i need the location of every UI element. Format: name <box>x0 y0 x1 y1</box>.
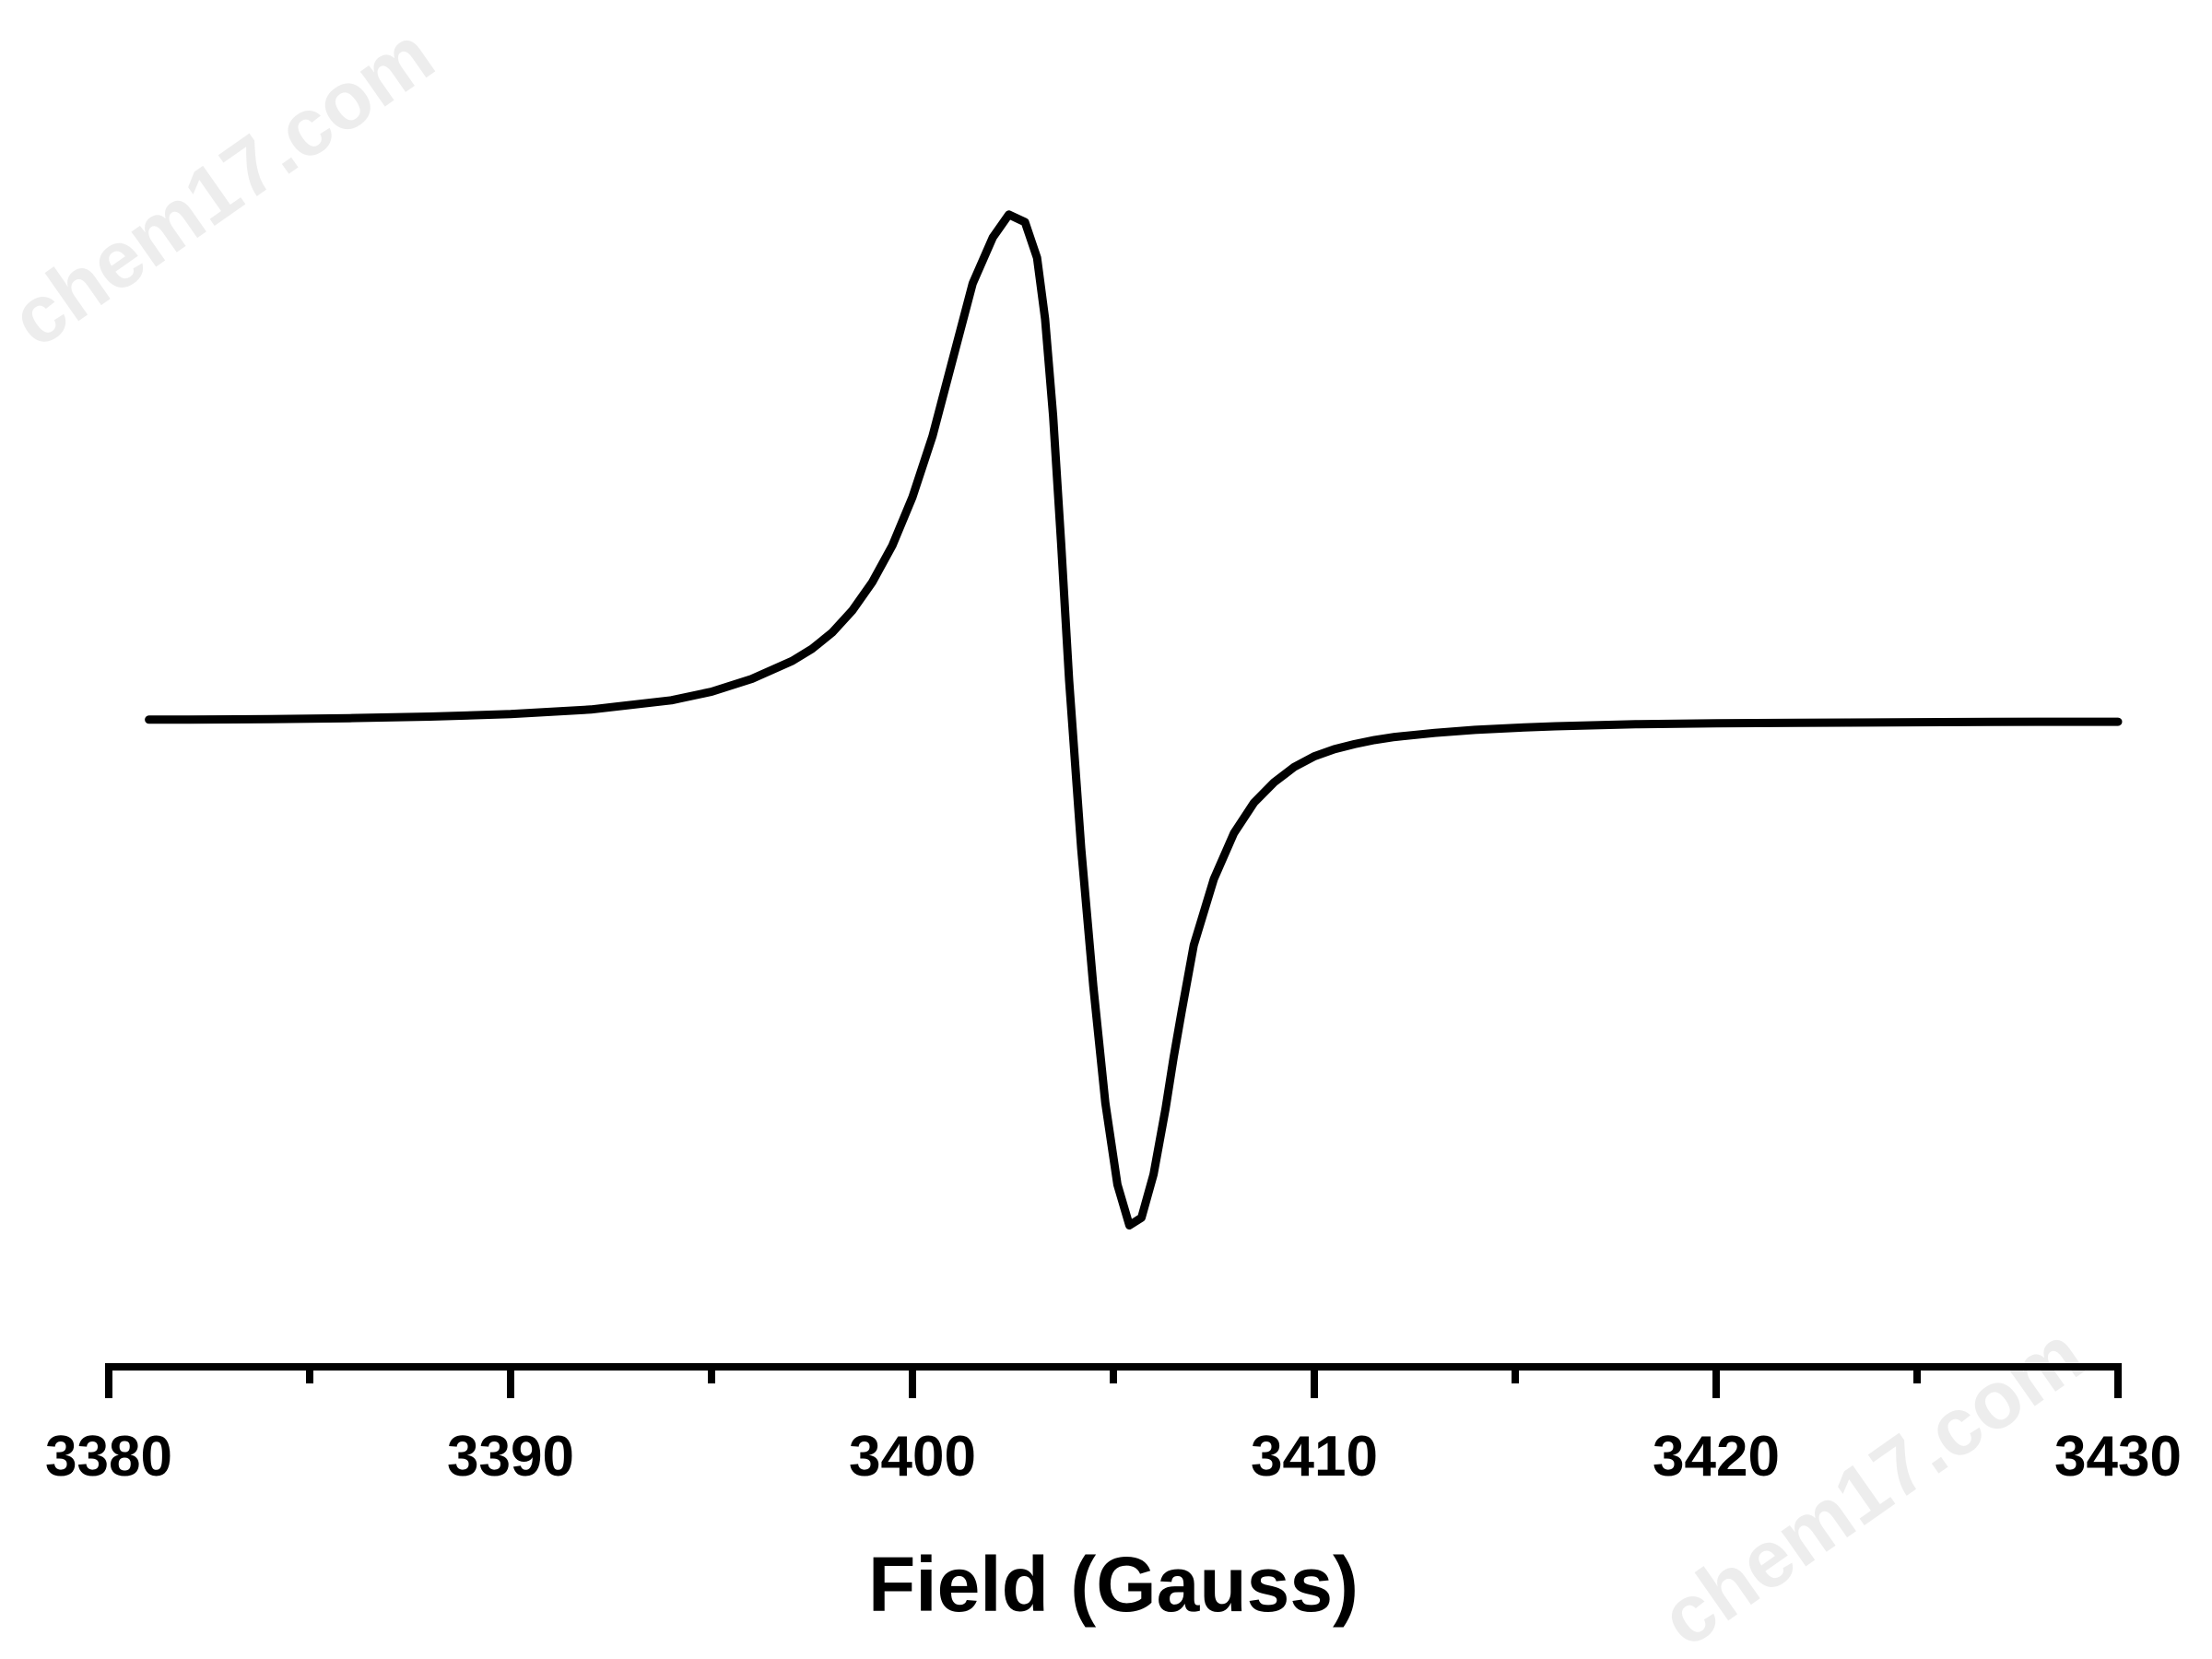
watermark-layer: chem17.com chem17.com <box>0 8 2100 1659</box>
series-line-0 <box>145 210 2123 1230</box>
plot-area <box>145 210 2123 1230</box>
x-axis-ticks: 3380 3390 3400 3410 3420 3430 <box>45 1363 2182 1488</box>
x-tick-label: 3400 <box>849 1425 976 1488</box>
x-tick-label: 3430 <box>2054 1425 2182 1488</box>
x-tick-label: 3380 <box>45 1425 172 1488</box>
watermark-top-left: chem17.com <box>0 8 450 365</box>
x-axis-title: Field (Gauss) <box>868 1541 1359 1628</box>
x-tick-label: 3420 <box>1653 1425 1780 1488</box>
x-tick-label: 3390 <box>447 1425 574 1488</box>
x-tick-label: 3410 <box>1251 1425 1378 1488</box>
